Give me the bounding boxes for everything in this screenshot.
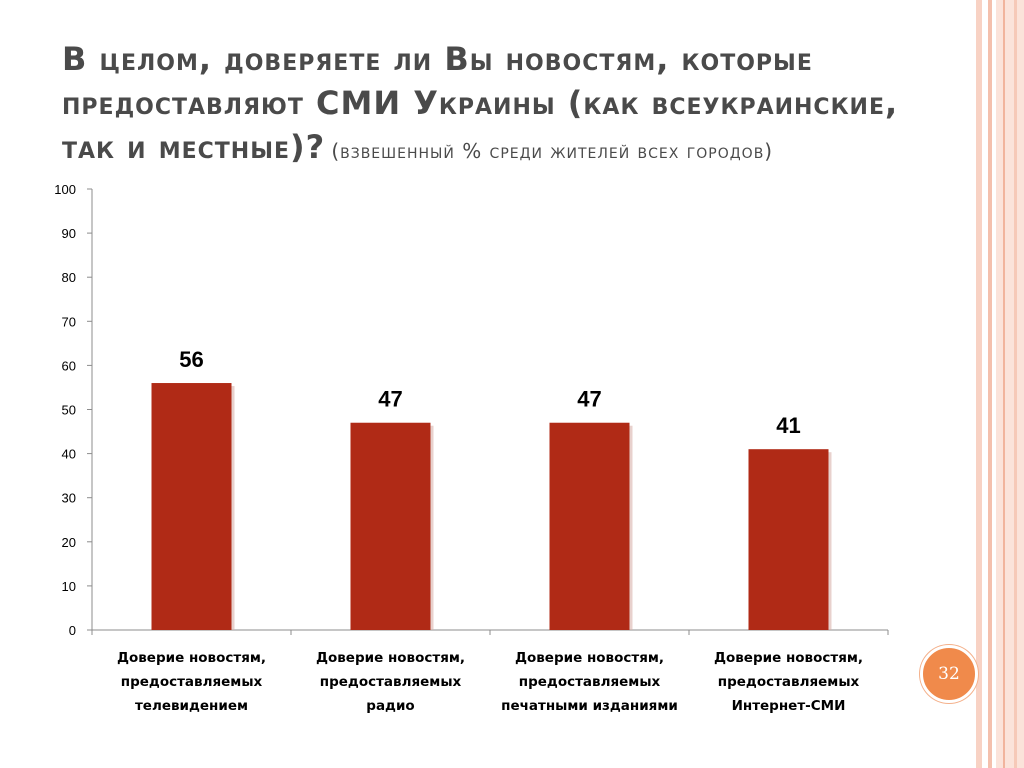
y-tick-label: 40 <box>62 447 76 462</box>
x-category-label: Доверие новостям, предоставляемых Интернет… <box>714 650 863 714</box>
x-category-label-line: Доверие новостям, <box>117 650 266 666</box>
decorative-stripe <box>996 0 1024 768</box>
x-category-label-line: предоставляемых <box>121 674 263 690</box>
bar-value-label: 56 <box>179 347 203 372</box>
y-tick-label: 60 <box>62 358 76 373</box>
x-category-label-line: предоставляемых <box>519 674 661 690</box>
slide-title-subtitle: (взвешенный % среди жителей всех городов… <box>331 139 774 163</box>
decorative-stripe <box>1014 0 1017 768</box>
y-tick-label: 30 <box>62 491 76 506</box>
x-category-label-line: радио <box>366 698 414 714</box>
decorative-stripe <box>988 0 992 768</box>
decorative-stripe <box>976 0 982 768</box>
bar-value-label: 47 <box>378 387 402 412</box>
y-tick-label: 50 <box>62 403 76 418</box>
x-category-label-line: Доверие новостям, <box>714 650 863 666</box>
slide-title: В целом, доверяете ли Вы новостям, котор… <box>62 40 922 172</box>
bar <box>151 383 232 630</box>
bar <box>549 422 630 630</box>
bar-value-label: 41 <box>776 413 800 438</box>
x-category-label-line: печатными изданиями <box>501 698 678 714</box>
x-category-label: Доверие новостям, предоставляемых радио <box>316 650 465 714</box>
x-category-label-line: предоставляемых <box>320 674 462 690</box>
bar <box>350 422 431 630</box>
bar-value-label: 47 <box>577 387 601 412</box>
x-category-label: Доверие новостям, предоставляемых печатным… <box>501 650 678 714</box>
bar <box>748 449 829 630</box>
y-tick-label: 10 <box>62 579 76 594</box>
slide-title-main: В целом, доверяете ли Вы новостям, котор… <box>62 40 899 166</box>
decorative-stripe <box>1003 0 1005 768</box>
x-category-label-line: телевидением <box>135 698 248 714</box>
x-category-label-line: предоставляемых <box>718 674 860 690</box>
x-category-label-line: Доверие новостям, <box>515 650 664 666</box>
x-category-label-line: Интернет-СМИ <box>732 698 846 714</box>
page-number-badge: 32 <box>920 645 978 703</box>
y-tick-label: 80 <box>62 270 76 285</box>
y-tick-label: 100 <box>54 182 76 197</box>
x-category-label: Доверие новостям, предоставляемых телевиде… <box>117 650 266 714</box>
y-tick-label: 20 <box>62 535 76 550</box>
x-category-label-line: Доверие новостям, <box>316 650 465 666</box>
y-tick-label: 90 <box>62 226 76 241</box>
y-tick-label: 70 <box>62 314 76 329</box>
y-tick-label: 0 <box>69 623 76 638</box>
